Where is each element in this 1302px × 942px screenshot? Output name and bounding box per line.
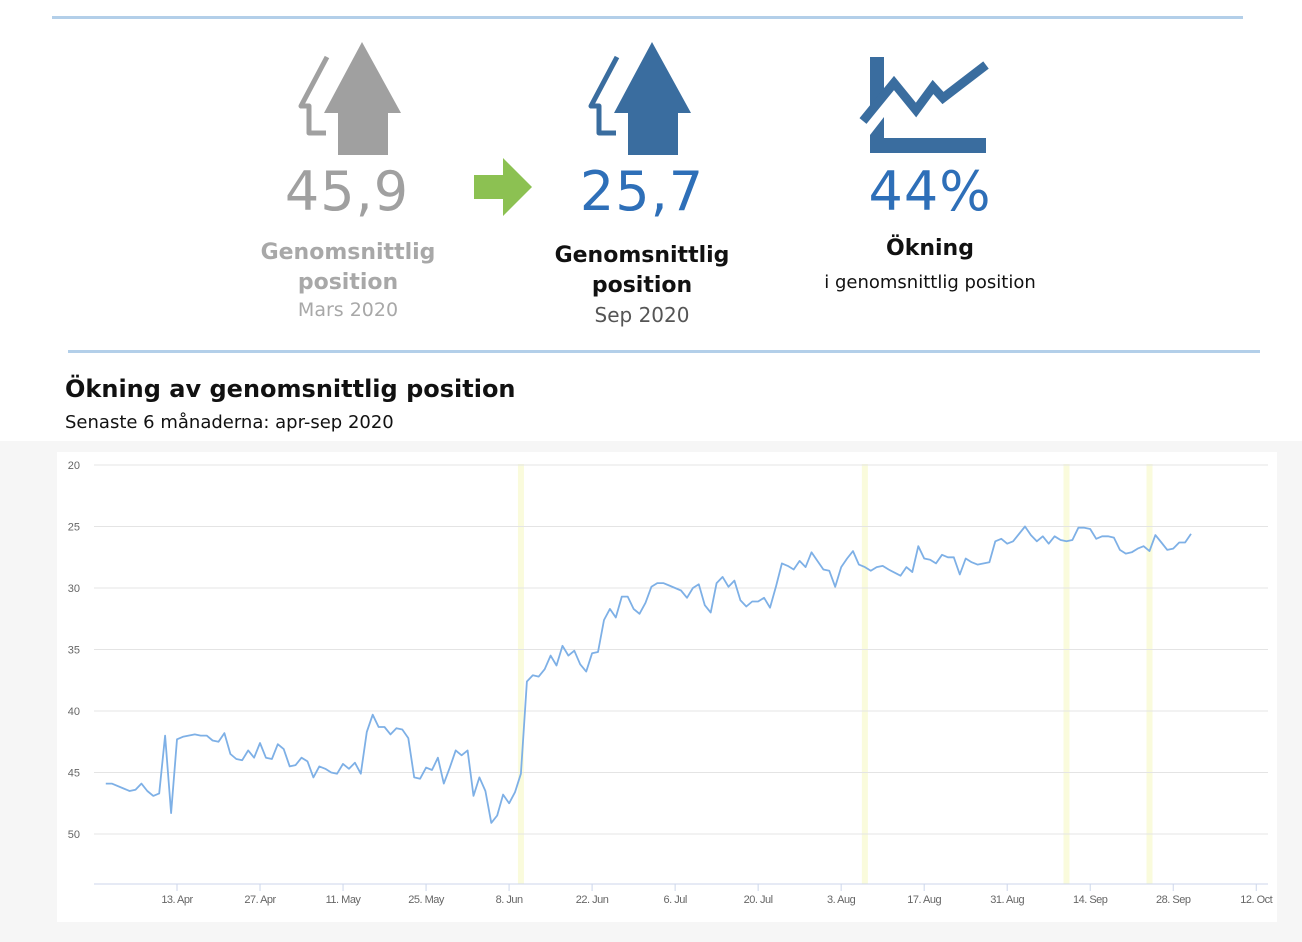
top-divider (52, 16, 1243, 19)
x-tick-label: 22. Jun (576, 894, 609, 906)
y-tick-label: 40 (68, 706, 80, 718)
double-arrow-up-icon (588, 42, 691, 155)
x-tick-label: 27. Apr (244, 894, 276, 906)
y-tick-label: 35 (68, 645, 80, 657)
kpi-before-label: Genomsnittlig position (260, 240, 436, 295)
x-tick-label: 8. Jun (496, 894, 523, 906)
y-tick-label: 50 (68, 829, 80, 841)
section-title: Ökning av genomsnittlig position (65, 375, 516, 403)
right-arrow-icon (474, 158, 532, 216)
kpi-after-value: 25,7 (579, 160, 705, 223)
annotation-band (1063, 464, 1070, 884)
x-tick-label: 3. Aug (827, 894, 856, 906)
middle-divider (68, 350, 1260, 353)
y-tick-label: 25 (68, 522, 80, 534)
kpi-after-period: Sep 2020 (594, 303, 690, 327)
annotation-band (517, 464, 524, 884)
x-tick-label: 28. Sep (1156, 894, 1191, 906)
series-line (105, 525, 1192, 824)
x-tick-label: 11. May (326, 894, 362, 906)
x-tick-label: 25. May (408, 894, 445, 906)
x-tick-label: 13. Apr (161, 894, 193, 906)
section-subtitle: Senaste 6 månaderna: apr-sep 2020 (65, 412, 394, 433)
x-tick-label: 14. Sep (1073, 894, 1108, 906)
kpi-change-value: 44% (868, 160, 992, 223)
x-tick-label: 12. Oct (1240, 894, 1272, 906)
kpi-before-value: 45,9 (284, 160, 410, 223)
x-tick-label: 17. Aug (907, 894, 941, 906)
y-tick-label: 30 (68, 583, 80, 595)
annotation-band (1146, 464, 1153, 884)
x-tick-label: 31. Aug (990, 894, 1024, 906)
trend-chart-icon (859, 57, 989, 153)
chart-plot-area (57, 452, 1277, 922)
x-tick-label: 6. Jul (663, 894, 686, 906)
x-tick-label: 20. Jul (744, 894, 773, 906)
annotation-band (861, 464, 868, 884)
kpi-change-label: Ökning (886, 236, 974, 261)
kpi-after-label: Genomsnittlig position (554, 243, 730, 298)
y-tick-label: 20 (68, 460, 80, 472)
kpi-change-description: i genomsnittlig position (824, 272, 1036, 293)
kpi-before-period: Mars 2020 (297, 299, 399, 321)
double-arrow-up-icon (298, 42, 401, 155)
y-tick-label: 45 (68, 768, 80, 780)
